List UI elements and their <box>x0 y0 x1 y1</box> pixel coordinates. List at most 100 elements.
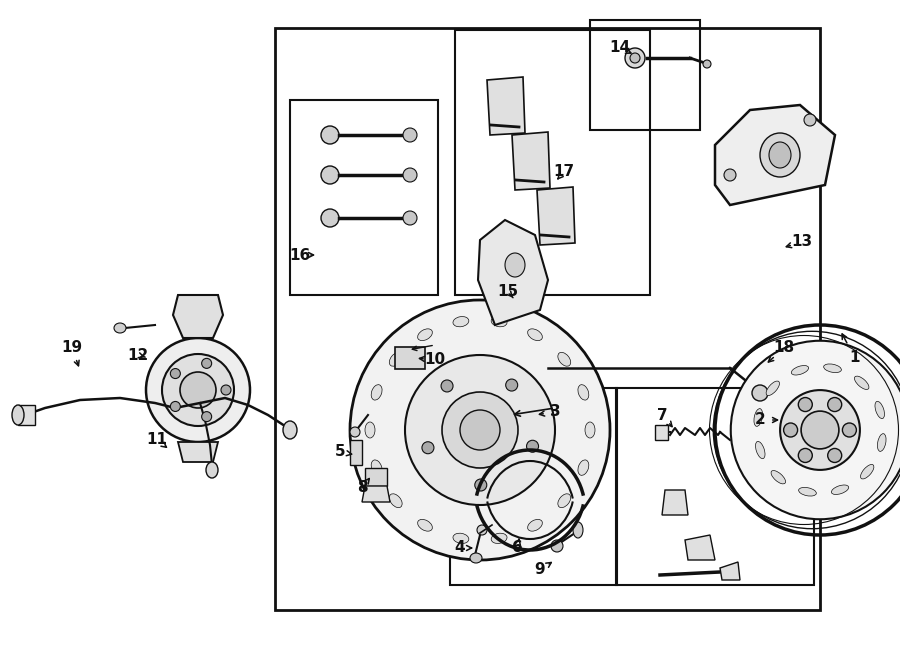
Ellipse shape <box>491 533 507 543</box>
Polygon shape <box>178 442 218 462</box>
Ellipse shape <box>854 376 869 389</box>
Ellipse shape <box>491 317 507 327</box>
Text: 13: 13 <box>791 235 813 249</box>
Polygon shape <box>662 490 688 515</box>
Ellipse shape <box>625 48 645 68</box>
Ellipse shape <box>221 385 231 395</box>
Polygon shape <box>18 405 35 425</box>
Ellipse shape <box>832 485 849 494</box>
Text: 1: 1 <box>850 350 860 366</box>
Polygon shape <box>537 187 575 245</box>
Ellipse shape <box>585 422 595 438</box>
Text: 10: 10 <box>425 352 446 368</box>
Ellipse shape <box>878 434 886 451</box>
Bar <box>350 440 362 465</box>
Text: 6: 6 <box>511 541 522 555</box>
Ellipse shape <box>442 392 518 468</box>
Ellipse shape <box>321 166 339 184</box>
Ellipse shape <box>630 53 640 63</box>
Ellipse shape <box>771 471 786 484</box>
Polygon shape <box>685 535 715 560</box>
Bar <box>616 388 814 585</box>
Ellipse shape <box>371 385 382 400</box>
Ellipse shape <box>350 300 610 560</box>
Ellipse shape <box>506 379 518 391</box>
Ellipse shape <box>798 487 816 496</box>
Ellipse shape <box>828 397 842 412</box>
Ellipse shape <box>146 338 250 442</box>
Ellipse shape <box>551 540 563 552</box>
Ellipse shape <box>321 209 339 227</box>
Bar <box>365 468 387 486</box>
Ellipse shape <box>12 405 24 425</box>
Text: 14: 14 <box>609 40 631 56</box>
Bar <box>450 388 617 585</box>
Bar <box>455 30 650 295</box>
Text: 17: 17 <box>554 165 574 180</box>
Ellipse shape <box>573 522 583 538</box>
Text: 4: 4 <box>454 541 465 555</box>
Bar <box>290 100 438 295</box>
Ellipse shape <box>769 142 791 168</box>
Ellipse shape <box>801 411 839 449</box>
Polygon shape <box>173 295 223 338</box>
Polygon shape <box>512 132 550 190</box>
Ellipse shape <box>170 369 180 379</box>
Text: 19: 19 <box>61 340 83 356</box>
Polygon shape <box>720 562 740 580</box>
Polygon shape <box>655 425 668 440</box>
Ellipse shape <box>202 412 211 422</box>
Polygon shape <box>487 77 525 135</box>
Ellipse shape <box>578 385 589 400</box>
Ellipse shape <box>791 366 808 375</box>
Ellipse shape <box>418 329 432 340</box>
Ellipse shape <box>162 354 234 426</box>
Ellipse shape <box>180 372 216 408</box>
Ellipse shape <box>403 211 417 225</box>
Text: 8: 8 <box>356 481 367 496</box>
Ellipse shape <box>202 358 211 368</box>
Ellipse shape <box>403 168 417 182</box>
Ellipse shape <box>365 422 375 438</box>
Ellipse shape <box>724 169 736 181</box>
Ellipse shape <box>780 390 859 470</box>
Ellipse shape <box>804 114 816 126</box>
Ellipse shape <box>766 381 779 395</box>
Ellipse shape <box>283 421 297 439</box>
Polygon shape <box>478 220 548 325</box>
Ellipse shape <box>578 460 589 475</box>
Ellipse shape <box>828 448 842 463</box>
Ellipse shape <box>390 494 402 508</box>
Ellipse shape <box>558 352 571 366</box>
Text: 2: 2 <box>754 412 765 428</box>
Ellipse shape <box>371 460 382 475</box>
Ellipse shape <box>842 423 857 437</box>
Text: 18: 18 <box>773 340 795 356</box>
Bar <box>275 28 820 610</box>
Polygon shape <box>362 486 390 502</box>
Ellipse shape <box>860 465 874 479</box>
Ellipse shape <box>206 462 218 478</box>
Bar <box>395 347 425 369</box>
Text: 11: 11 <box>147 432 167 447</box>
Ellipse shape <box>460 410 500 450</box>
Text: 3: 3 <box>550 405 561 420</box>
Ellipse shape <box>441 380 453 392</box>
Ellipse shape <box>418 520 432 531</box>
Ellipse shape <box>755 442 765 459</box>
Ellipse shape <box>170 401 180 411</box>
Text: 7: 7 <box>657 407 667 422</box>
Ellipse shape <box>475 479 487 491</box>
Ellipse shape <box>403 128 417 142</box>
Ellipse shape <box>558 494 571 508</box>
Ellipse shape <box>405 355 555 505</box>
Ellipse shape <box>505 253 525 277</box>
Ellipse shape <box>703 60 711 68</box>
Ellipse shape <box>798 397 813 412</box>
Ellipse shape <box>470 553 482 563</box>
Text: 9: 9 <box>535 563 545 578</box>
Ellipse shape <box>731 341 900 520</box>
Ellipse shape <box>453 317 469 327</box>
Text: 5: 5 <box>335 444 346 459</box>
Ellipse shape <box>526 440 538 452</box>
